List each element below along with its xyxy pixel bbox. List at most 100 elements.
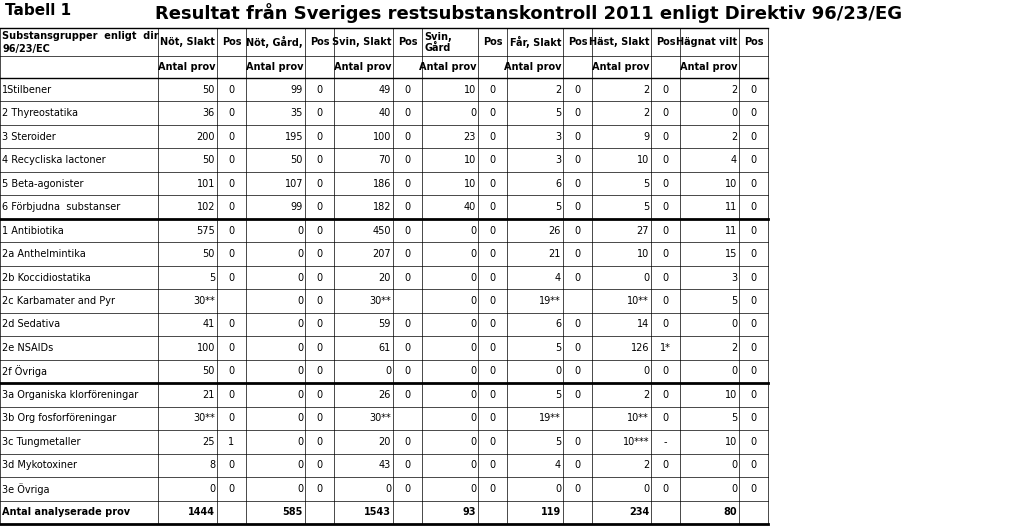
- Text: 0: 0: [750, 484, 757, 494]
- Text: 0: 0: [575, 367, 581, 377]
- Text: 49: 49: [379, 85, 391, 95]
- Text: 0: 0: [317, 460, 323, 470]
- Text: 2: 2: [554, 85, 561, 95]
- Text: 0: 0: [489, 108, 495, 118]
- Text: 96/23/EC: 96/23/EC: [2, 44, 50, 54]
- Text: 0: 0: [297, 460, 303, 470]
- Text: Nöt, Gård,: Nöt, Gård,: [246, 36, 303, 48]
- Text: 0: 0: [404, 367, 410, 377]
- Text: Antal prov: Antal prov: [245, 62, 303, 72]
- Text: 0: 0: [575, 155, 581, 165]
- Text: 3 Steroider: 3 Steroider: [2, 132, 56, 141]
- Text: 0: 0: [404, 343, 410, 353]
- Text: 0: 0: [297, 226, 303, 236]
- Text: 0: 0: [750, 249, 757, 259]
- Text: 10**: 10**: [627, 296, 649, 306]
- Text: 2: 2: [643, 108, 649, 118]
- Text: 0: 0: [750, 155, 757, 165]
- Text: 5 Beta-agonister: 5 Beta-agonister: [2, 179, 84, 189]
- Text: 30**: 30**: [370, 296, 391, 306]
- Text: 0: 0: [663, 296, 669, 306]
- Text: 25: 25: [202, 437, 215, 447]
- Text: Antal prov: Antal prov: [591, 62, 649, 72]
- Text: 0: 0: [663, 132, 669, 141]
- Text: 26: 26: [379, 390, 391, 400]
- Text: 80: 80: [723, 507, 737, 517]
- Text: 1 Antibiotika: 1 Antibiotika: [2, 226, 63, 236]
- Text: 0: 0: [575, 437, 581, 447]
- Text: 2a Anthelmintika: 2a Anthelmintika: [2, 249, 86, 259]
- Text: 0: 0: [575, 202, 581, 212]
- Text: 0: 0: [554, 367, 561, 377]
- Text: 5: 5: [554, 343, 561, 353]
- Text: 0: 0: [489, 202, 495, 212]
- Text: 0: 0: [731, 108, 737, 118]
- Text: 59: 59: [379, 319, 391, 329]
- Text: 0: 0: [489, 484, 495, 494]
- Text: 5: 5: [643, 202, 649, 212]
- Text: 0: 0: [575, 343, 581, 353]
- Text: 0: 0: [404, 437, 410, 447]
- Text: 36: 36: [203, 108, 215, 118]
- Text: Antal prov: Antal prov: [503, 62, 561, 72]
- Text: 3c Tungmetaller: 3c Tungmetaller: [2, 437, 81, 447]
- Text: 0: 0: [663, 460, 669, 470]
- Text: -: -: [664, 437, 668, 447]
- Text: 0: 0: [404, 202, 410, 212]
- Text: 0: 0: [297, 413, 303, 423]
- Text: 182: 182: [373, 202, 391, 212]
- Text: 0: 0: [229, 413, 235, 423]
- Text: 10: 10: [725, 390, 737, 400]
- Text: 0: 0: [663, 179, 669, 189]
- Text: 99: 99: [291, 85, 303, 95]
- Text: 6 Förbjudna  substanser: 6 Förbjudna substanser: [2, 202, 120, 212]
- Text: 0: 0: [575, 179, 581, 189]
- Text: 10: 10: [637, 155, 649, 165]
- Text: 0: 0: [663, 413, 669, 423]
- Text: 0: 0: [750, 437, 757, 447]
- Text: 2: 2: [643, 460, 649, 470]
- Text: 0: 0: [229, 202, 235, 212]
- Text: 11: 11: [725, 202, 737, 212]
- Text: 0: 0: [750, 226, 757, 236]
- Text: 3: 3: [554, 155, 561, 165]
- Text: 70: 70: [379, 155, 391, 165]
- Text: 19**: 19**: [539, 296, 561, 306]
- Text: 0: 0: [750, 85, 757, 95]
- Text: 107: 107: [285, 179, 303, 189]
- Text: 6: 6: [554, 319, 561, 329]
- Text: Tabell 1: Tabell 1: [5, 3, 71, 18]
- Text: 207: 207: [373, 249, 391, 259]
- Text: 19**: 19**: [539, 413, 561, 423]
- Text: Resultat från Sveriges restsubstanskontroll 2011 enligt Direktiv 96/23/EG: Resultat från Sveriges restsubstanskontr…: [155, 3, 903, 23]
- Text: Antal analyserade prov: Antal analyserade prov: [2, 507, 130, 517]
- Text: 0: 0: [575, 484, 581, 494]
- Text: 0: 0: [750, 296, 757, 306]
- Text: 0: 0: [750, 202, 757, 212]
- Text: 0: 0: [229, 179, 235, 189]
- Text: 50: 50: [202, 367, 215, 377]
- Text: 0: 0: [229, 460, 235, 470]
- Text: 9: 9: [643, 132, 649, 141]
- Text: 0: 0: [575, 226, 581, 236]
- Text: 1543: 1543: [364, 507, 391, 517]
- Text: 0: 0: [404, 179, 410, 189]
- Text: 585: 585: [283, 507, 303, 517]
- Text: 195: 195: [285, 132, 303, 141]
- Text: 0: 0: [229, 343, 235, 353]
- Text: 30**: 30**: [193, 413, 215, 423]
- Text: 0: 0: [750, 367, 757, 377]
- Text: 0: 0: [317, 132, 323, 141]
- Text: 93: 93: [463, 507, 476, 517]
- Text: Pos: Pos: [222, 37, 241, 47]
- Text: Får, Slakt: Får, Slakt: [509, 36, 561, 48]
- Text: 100: 100: [373, 132, 391, 141]
- Text: 3: 3: [731, 272, 737, 282]
- Text: 0: 0: [317, 202, 323, 212]
- Text: 4: 4: [731, 155, 737, 165]
- Text: 0: 0: [470, 319, 476, 329]
- Text: 0: 0: [643, 367, 649, 377]
- Text: 0: 0: [470, 343, 476, 353]
- Text: 0: 0: [750, 343, 757, 353]
- Text: 1Stilbener: 1Stilbener: [2, 85, 52, 95]
